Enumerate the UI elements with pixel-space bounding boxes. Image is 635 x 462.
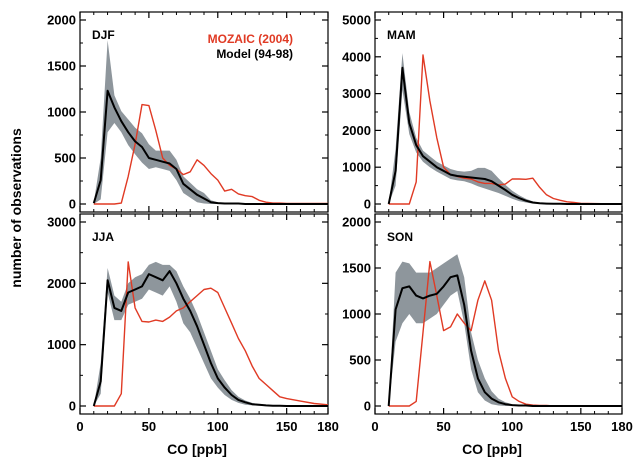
y-tick-label: 500 [349,353,371,368]
y-tick-label: 5000 [342,13,371,28]
legend-model: Model (94-98) [216,47,293,61]
x-tick-label: 180 [317,419,339,434]
model-line [92,89,328,205]
panel-mam: 0 1000 2000 3000 4000 5000 MAM [342,11,623,213]
x-tick-label: 50 [142,419,156,434]
model-spread-band [388,254,622,406]
y-tick-label: 2000 [342,215,371,230]
panel-son: 0 500 1000 1500 2000 0 50 100 150 180 SON [342,213,633,434]
model-spread-band [388,53,622,204]
x-axis-label-right: CO [ppb] [462,441,522,457]
panel-title: MAM [387,28,416,42]
y-tick-label: 1000 [47,337,76,352]
x-tick-label: 0 [371,419,378,434]
y-tick-label: 0 [69,399,76,414]
mozaic-line [388,54,622,205]
y-tick-label: 1000 [47,105,76,120]
y-tick-label: 1000 [342,307,371,322]
model-line [92,270,328,407]
model-line [387,274,622,407]
y-tick-label: 2000 [47,276,76,291]
y-axis-label: number of observations [8,128,24,288]
y-tick-label: 1500 [47,59,76,74]
y-tick-label: 1000 [342,160,371,175]
y-tick-label: 1500 [342,261,371,276]
model-spread-band [93,40,328,205]
panel-jja: 0 1000 2000 3000 0 50 100 150 180 JJA [47,213,339,434]
y-tick-label: 0 [69,197,76,212]
mozaic-line [93,103,328,205]
y-tick-label: 0 [364,197,371,212]
y-tick-label: 2000 [47,13,76,28]
y-tick-label: 3000 [342,86,371,101]
panel-djf: 0 500 1000 1500 2000 DJF [47,11,329,213]
x-axis-label-left: CO [ppb] [167,441,227,457]
y-tick-label: 2000 [342,123,371,138]
x-tick-label: 0 [76,419,83,434]
panel-title: SON [387,230,413,244]
x-tick-label: 100 [207,419,229,434]
y-tick-label: 4000 [342,49,371,64]
x-tick-label: 50 [436,419,450,434]
legend-mozaic: MOZAIC (2004) [208,32,293,46]
panel-title: JJA [92,230,114,244]
mozaic-line [93,261,329,407]
x-tick-label: 150 [276,419,298,434]
x-tick-label: 180 [611,419,633,434]
x-tick-label: 150 [570,419,592,434]
model-line [387,66,622,205]
model-spread-band [93,261,328,406]
y-tick-label: 0 [364,399,371,414]
y-tick-label: 500 [54,151,76,166]
y-tick-label: 3000 [47,215,76,230]
x-tick-label: 100 [501,419,523,434]
panel-title: DJF [92,28,115,42]
